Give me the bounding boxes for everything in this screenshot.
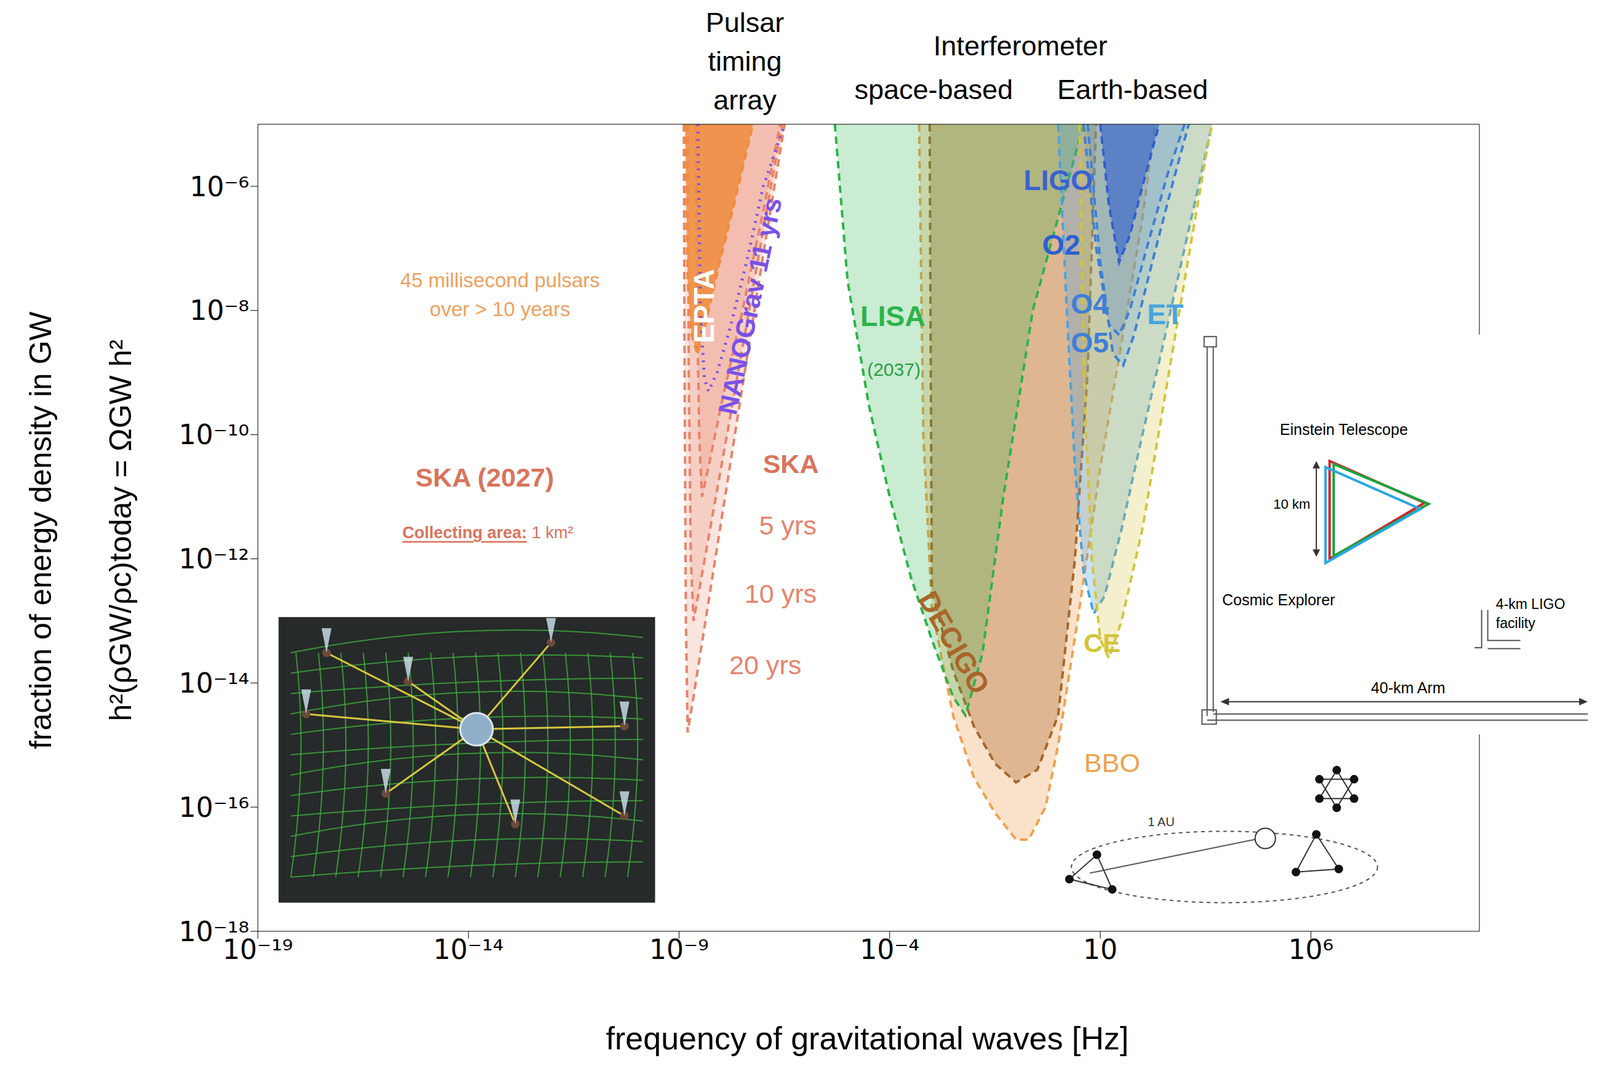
svg-text:ET: ET [1147, 298, 1184, 331]
svg-text:10⁶: 10⁶ [1288, 934, 1334, 966]
svg-text:LIGO: LIGO [1023, 164, 1093, 197]
svg-text:45 millisecond pulsars: 45 millisecond pulsars [400, 268, 600, 292]
svg-text:10 yrs: 10 yrs [744, 579, 817, 609]
svg-text:NANOGrav 11 yrs: NANOGrav 11 yrs [712, 195, 788, 418]
svg-text:40-km Arm: 40-km Arm [1371, 679, 1446, 697]
svg-text:LISA: LISA [860, 300, 926, 333]
svg-text:10⁻¹⁹: 10⁻¹⁹ [222, 934, 294, 966]
svg-text:Pulsar: Pulsar [705, 6, 785, 39]
svg-text:Collecting area: 1 km²: Collecting area: 1 km² [402, 523, 574, 543]
svg-text:O4: O4 [1070, 288, 1109, 320]
svg-text:BBO: BBO [1084, 748, 1141, 778]
svg-text:O5: O5 [1070, 326, 1109, 359]
svg-text:10⁻⁹: 10⁻⁹ [649, 934, 709, 966]
svg-text:5 yrs: 5 yrs [758, 510, 816, 541]
svg-text:10: 10 [1083, 934, 1118, 966]
svg-text:Interferometer: Interferometer [933, 30, 1108, 62]
svg-text:10⁻¹⁴: 10⁻¹⁴ [179, 667, 250, 700]
svg-text:SKA (2027): SKA (2027) [415, 462, 554, 493]
svg-text:Einstein Telescope: Einstein Telescope [1280, 420, 1408, 439]
svg-text:SKA: SKA [763, 449, 820, 479]
svg-text:10⁻¹⁶: 10⁻¹⁶ [179, 792, 250, 824]
svg-text:10⁻¹⁰: 10⁻¹⁰ [179, 419, 250, 451]
svg-text:10⁻¹⁴: 10⁻¹⁴ [433, 934, 504, 966]
svg-text:EPTA: EPTA [688, 268, 720, 343]
svg-text:array: array [713, 84, 777, 116]
svg-text:10⁻¹²: 10⁻¹² [179, 543, 250, 575]
svg-text:fraction of energy density in: fraction of energy density in GW [23, 311, 58, 750]
svg-text:10⁻⁴: 10⁻⁴ [859, 934, 920, 966]
svg-text:10 km: 10 km [1273, 496, 1311, 512]
svg-text:4-km LIGO: 4-km LIGO [1496, 596, 1565, 613]
svg-text:Cosmic Explorer: Cosmic Explorer [1222, 591, 1335, 609]
svg-text:h²(ρGW/ρc)today = ΩGW h²: h²(ρGW/ρc)today = ΩGW h² [103, 339, 138, 722]
svg-text:Earth-based: Earth-based [1057, 73, 1208, 106]
svg-text:10⁻⁶: 10⁻⁶ [189, 171, 250, 203]
svg-text:space-based: space-based [854, 73, 1013, 106]
svg-text:DECIGO: DECIGO [912, 585, 997, 700]
svg-text:10⁻⁸: 10⁻⁸ [189, 294, 250, 327]
svg-text:facility: facility [1496, 615, 1536, 632]
svg-text:frequency of gravitational wav: frequency of gravitational waves [Hz] [606, 1020, 1130, 1057]
svg-text:over > 10 years: over > 10 years [429, 297, 570, 321]
svg-text:CE: CE [1083, 628, 1121, 658]
svg-text:10⁻¹⁸: 10⁻¹⁸ [179, 916, 250, 948]
svg-text:timing: timing [707, 45, 782, 77]
svg-text:20 yrs: 20 yrs [729, 650, 802, 680]
svg-text:(2037): (2037) [867, 359, 921, 380]
svg-text:O2: O2 [1042, 228, 1081, 261]
svg-text:1 AU: 1 AU [1147, 815, 1175, 829]
